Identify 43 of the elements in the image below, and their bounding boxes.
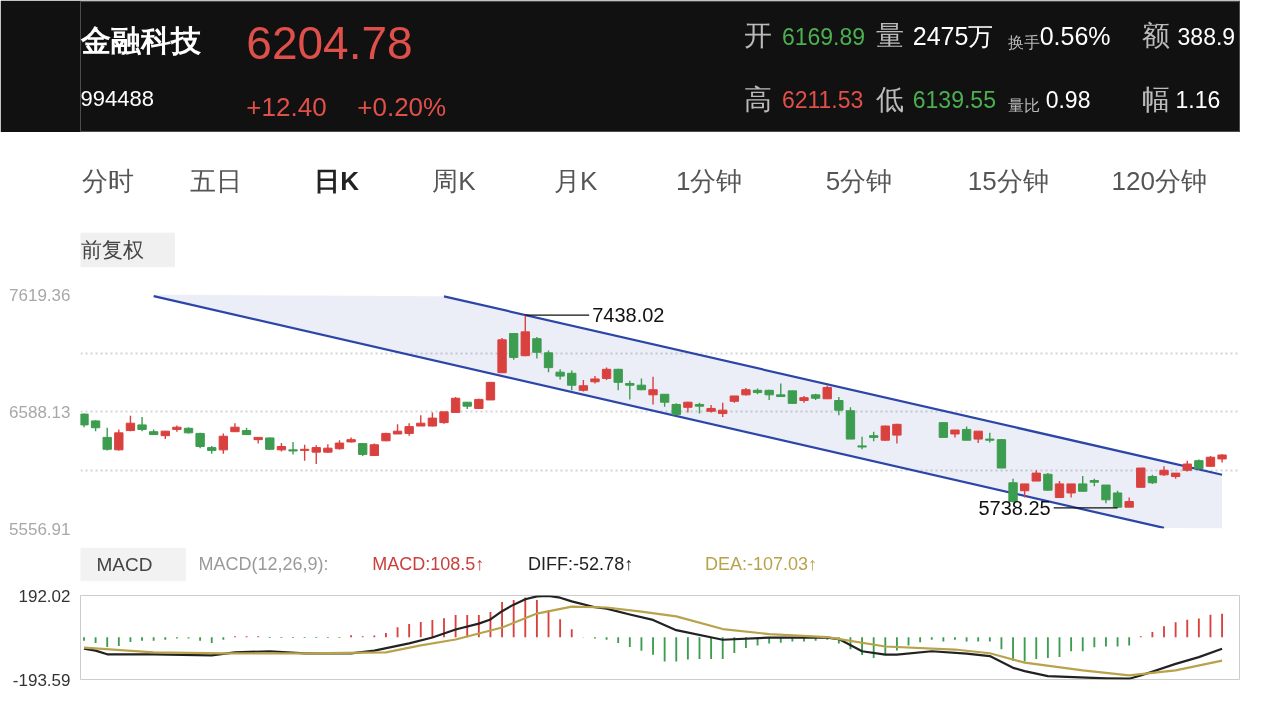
y-tick-label: 7619.36 [9,285,71,305]
text: 换手 [1007,34,1040,52]
text: 五日 [190,165,243,196]
text: 15分钟 [967,165,1049,196]
text: 低 [875,83,904,115]
text: 高 [743,83,772,115]
text: +0.20% [357,91,447,122]
chart-subtitle: MACD(12,26,9): [198,554,329,575]
y-tick-label: 5556.91 [9,519,71,539]
text: 幅 [1141,83,1170,115]
text: 5分钟 [825,165,893,196]
text: 开 [743,20,772,52]
text: 6211.53 [781,87,864,114]
text: 1分钟 [675,165,743,196]
text: 前复权 [80,238,144,262]
text: 120分钟 [1111,165,1207,196]
text: 量比 [1007,97,1040,115]
text: +12.40 [246,91,327,122]
text: 分时 [82,165,135,196]
chart-title: MACD [96,553,153,575]
text: 2475万 [912,21,994,50]
series-label: MACD:108.5↑ [372,554,485,575]
text: 0.98 [1045,87,1091,114]
y-tick-label: 6588.13 [9,402,71,422]
text: 388.9 [1177,24,1236,51]
text: 额 [1141,20,1170,52]
annotation: 5738.25 [978,496,1051,519]
text: DEA:-107.03↑ [704,554,818,575]
text: 月K [554,165,599,196]
text: 6204.78 [246,16,413,69]
text: 金融科技 [79,24,202,58]
text: 1.16 [1175,87,1221,114]
text: 0.56% [1039,21,1111,50]
text: 994488 [80,85,154,111]
series-label: DIFF:-52.78↑ [528,554,634,575]
text: 6139.55 [912,87,996,114]
y-tick-label: -193.59 [12,670,71,690]
y-tick-label: 192.02 [18,586,71,606]
text: 日K [314,165,360,196]
text: 6169.89 [781,24,866,51]
text: 量 [875,20,904,52]
text: 周K [432,165,477,196]
annotation: 7438.02 [592,304,665,327]
